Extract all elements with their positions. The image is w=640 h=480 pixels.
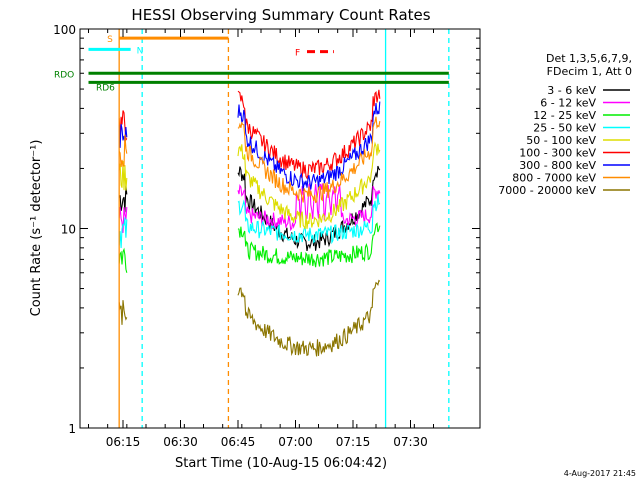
legend-label-7: 800 - 7000 keV — [512, 172, 596, 185]
series-2 — [118, 222, 381, 273]
series-line-7-0 — [118, 134, 128, 168]
series-line-2-1 — [237, 222, 381, 268]
x-tick-label-1: 06:30 — [163, 435, 198, 449]
series-4 — [118, 141, 381, 230]
legend-label-0: 3 - 6 keV — [547, 84, 596, 97]
plot-area: S N RDO RD6 F — [54, 29, 450, 428]
x-tick-label-3: 07:00 — [278, 435, 313, 449]
legend-label-1: 6 - 12 keV — [540, 97, 596, 110]
flag-label-s: S — [107, 35, 113, 45]
legend-label-3: 25 - 50 keV — [533, 122, 596, 135]
flag-label-n: N — [137, 46, 144, 56]
series-line-5-1 — [237, 89, 381, 180]
x-tick-label-0: 06:15 — [106, 435, 141, 449]
y-tick-label-0: 1 — [68, 422, 76, 436]
chart-title: HESSI Observing Summary Count Rates — [131, 6, 430, 24]
series-0 — [118, 165, 381, 251]
series-line-4-1 — [237, 141, 381, 230]
legend-label-8: 7000 - 20000 keV — [498, 184, 596, 197]
legend-label-6: 300 - 800 keV — [519, 159, 596, 172]
flag-label-rdo: RDO — [54, 70, 74, 80]
series-line-3-1 — [237, 194, 381, 245]
series-line-8-0 — [118, 300, 128, 325]
legend-label-5: 100 - 300 keV — [519, 147, 596, 160]
series-5 — [118, 89, 381, 180]
series-line-3-0 — [118, 217, 128, 249]
series-line-4-0 — [118, 160, 128, 191]
series-line-2-0 — [118, 247, 128, 273]
y-tick-label-1: 10 — [61, 223, 76, 237]
series-line-1-0 — [118, 207, 128, 233]
series-line-8-1 — [237, 279, 381, 357]
series-line-7-1 — [237, 116, 381, 204]
series-7 — [118, 116, 381, 204]
legend-header-0: Det 1,3,5,6,7,9, — [546, 52, 632, 65]
y-tick-label-2: 100 — [53, 23, 76, 37]
x-tick-label-4: 07:15 — [336, 435, 371, 449]
legend-label-2: 12 - 25 keV — [533, 109, 596, 122]
series-line-6-0 — [118, 124, 128, 148]
flag-label-f: F — [295, 49, 300, 59]
series-line-0-1 — [237, 165, 381, 251]
series-3 — [118, 194, 381, 249]
x-axis-label: Start Time (10-Aug-15 06:04:42) — [175, 456, 387, 471]
x-tick-label-5: 07:30 — [393, 435, 428, 449]
flag-label-rd6: RD6 — [96, 83, 115, 93]
series-line-0-0 — [118, 185, 128, 213]
y-axis-label: Count Rate (s⁻¹ detector⁻¹) — [29, 140, 44, 317]
legend-header-1: FDecim 1, Att 0 — [547, 65, 632, 78]
legend: Det 1,3,5,6,7,9,FDecim 1, Att 0 3 - 6 keV… — [498, 52, 632, 197]
footer-timestamp: 4-Aug-2017 21:45 — [564, 469, 636, 478]
legend-label-4: 50 - 100 keV — [526, 134, 596, 147]
series-8 — [118, 279, 381, 357]
axes: 1 10 100 06:15 06:30 06:45 07:00 07:15 07:30 — [53, 23, 481, 449]
x-tick-label-2: 06:45 — [221, 435, 256, 449]
series-line-6-1 — [237, 101, 381, 191]
